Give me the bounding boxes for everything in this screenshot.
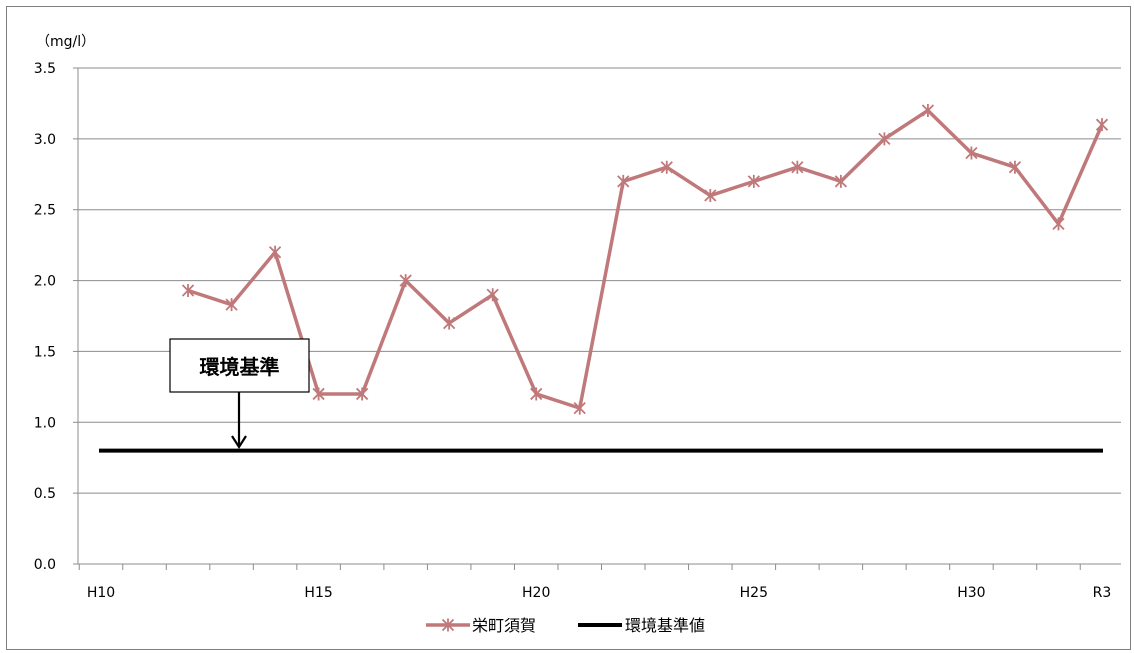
data-point-marker xyxy=(747,174,760,188)
legend-label-series-2: 環境基準値 xyxy=(625,616,705,635)
data-point-marker xyxy=(1008,160,1022,174)
x-tick-label: H10 xyxy=(87,585,115,601)
data-point-marker xyxy=(443,316,456,330)
data-point-marker xyxy=(181,283,195,297)
x-tick-label: H15 xyxy=(304,585,332,601)
data-point-marker xyxy=(704,189,717,203)
data-point-marker xyxy=(791,160,804,174)
data-point-marker xyxy=(617,174,630,188)
y-tick-label: 1.0 xyxy=(34,415,56,431)
data-point-marker xyxy=(225,298,238,312)
y-axis-unit-label: （mg/l） xyxy=(36,34,95,50)
data-point-marker xyxy=(878,132,891,146)
y-tick-label: 1.5 xyxy=(34,344,56,360)
legend-label-series-1: 栄町須賀 xyxy=(472,616,536,635)
data-point-marker xyxy=(834,174,848,188)
chart-frame xyxy=(6,6,1131,650)
axes xyxy=(73,67,1121,570)
annotation-box xyxy=(169,338,310,393)
data-point-marker xyxy=(660,160,673,174)
y-tick-label: 2.5 xyxy=(34,203,56,219)
y-tick-label: 2.0 xyxy=(34,274,56,290)
data-point-marker xyxy=(921,104,935,118)
legend-asterisk xyxy=(441,618,455,632)
series-line-sakaemachi-suka xyxy=(187,108,1104,410)
x-tick-labels: H10 H15 H20 H25 H30 R3 xyxy=(87,585,1111,601)
data-point-marker xyxy=(312,387,325,401)
legend-marker-series-1 xyxy=(441,618,455,632)
y-tick-label: 3.0 xyxy=(34,132,56,148)
annotation: 環境基準 xyxy=(169,338,310,450)
data-point-marker xyxy=(1095,118,1109,132)
data-point-marker xyxy=(486,288,499,302)
gridlines xyxy=(78,67,1121,494)
data-point-marker xyxy=(530,387,543,401)
x-tick-label: H30 xyxy=(957,585,985,601)
x-tick-label: H25 xyxy=(740,585,768,601)
y-tick-labels: 0.0 0.5 1.0 1.5 2.0 2.5 3.0 3.5 xyxy=(34,61,56,573)
legend: 栄町須賀 環境基準値 xyxy=(426,616,705,635)
data-point-marker xyxy=(399,274,412,288)
y-tick-label: 0.5 xyxy=(34,486,56,502)
x-tick-label: R3 xyxy=(1093,585,1112,601)
y-tick-label: 0.0 xyxy=(34,557,56,573)
data-point-marker xyxy=(268,245,282,259)
data-point-marker xyxy=(355,387,369,401)
y-tick-label: 3.5 xyxy=(34,61,56,77)
data-point-marker xyxy=(1052,217,1065,231)
series-layer xyxy=(181,104,1109,415)
annotation-text: 環境基準 xyxy=(200,355,280,379)
x-tick-label: H20 xyxy=(522,585,550,601)
data-point-marker xyxy=(573,401,586,415)
annotation-arrow-head xyxy=(231,435,247,450)
data-point-marker xyxy=(965,146,978,160)
